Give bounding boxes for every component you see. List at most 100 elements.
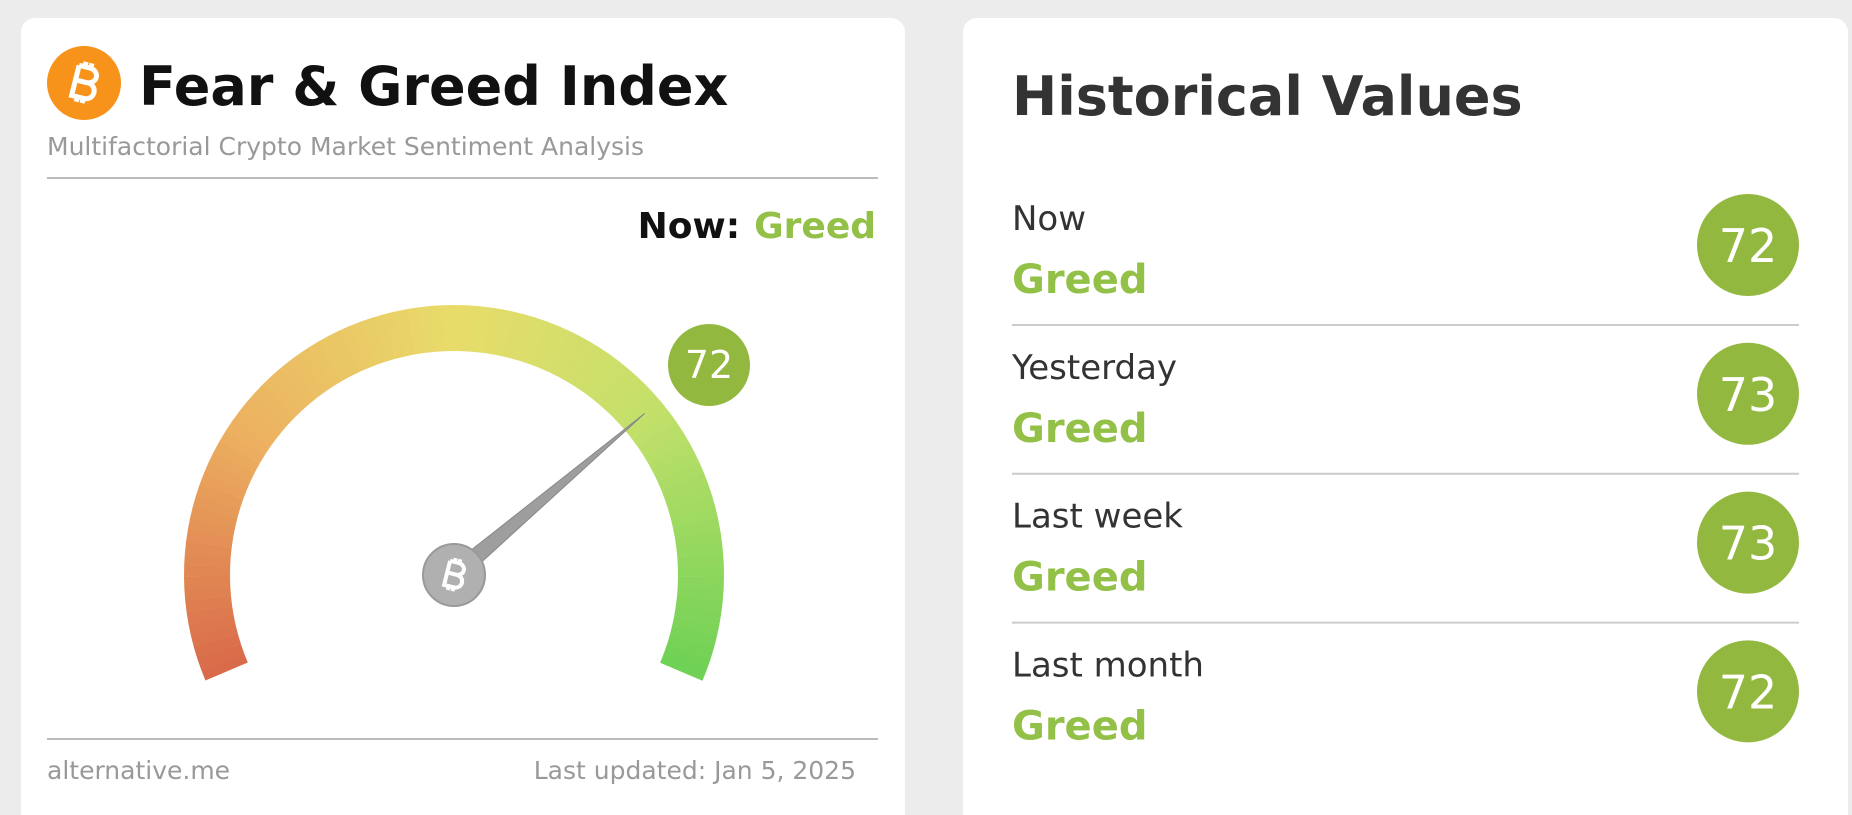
history-title: Historical Values — [1012, 65, 1523, 128]
gauge-band — [200, 653, 248, 681]
row-status: Greed — [1012, 555, 1147, 601]
gauge-band — [185, 595, 233, 613]
gauge-band — [184, 541, 232, 557]
gauge-band — [626, 402, 670, 440]
gauge-band — [664, 484, 713, 510]
now-label: Now: — [638, 206, 741, 247]
gauge-band — [186, 605, 234, 624]
gauge-band — [669, 625, 718, 648]
gauge-band — [657, 462, 705, 491]
row-status: Greed — [1012, 257, 1147, 303]
gauge-band — [372, 314, 396, 362]
gauge-band — [643, 430, 689, 465]
gauge-band — [270, 368, 310, 411]
gauge-band — [632, 411, 676, 448]
gauge-band — [208, 451, 255, 482]
row-label: Now — [1012, 199, 1086, 239]
gauge-band — [677, 553, 724, 567]
gauge-band — [661, 472, 709, 500]
gauge-band — [670, 506, 718, 529]
gauge-band — [361, 317, 387, 365]
gauge-band — [454, 305, 467, 352]
gauge-band — [298, 347, 334, 392]
gauge-band — [540, 325, 569, 373]
now-status: Greed — [754, 206, 876, 247]
gauge-band — [512, 314, 536, 362]
gauge-band — [566, 341, 600, 387]
gauge-band — [598, 368, 638, 411]
gauge-band — [184, 576, 231, 589]
gauge-band — [463, 305, 478, 352]
row-status: Greed — [1012, 406, 1147, 452]
gauge-band — [574, 347, 610, 392]
gauge-band — [502, 311, 525, 359]
gauge-band — [190, 625, 239, 648]
row-badge — [1697, 491, 1799, 594]
gauge-band — [612, 384, 654, 425]
row-label: Last week — [1012, 497, 1183, 537]
last-updated: Last updated: Jan 5, 2025 — [534, 756, 856, 785]
gauge-band — [187, 517, 236, 538]
gauge-band — [648, 441, 695, 473]
bitcoin-glyph — [68, 61, 99, 104]
value-badge — [668, 324, 750, 406]
gauge-band — [668, 495, 716, 519]
row-value: 72 — [1719, 665, 1778, 719]
gauge-band — [521, 317, 547, 365]
hub-glyph-path — [441, 557, 466, 592]
subtitle: Multifactorial Crypto Market Sentiment A… — [47, 132, 644, 161]
history-card — [963, 18, 1848, 815]
gauge-band — [677, 565, 724, 578]
gauge-band — [193, 634, 241, 659]
gauge-band — [672, 518, 721, 538]
gauge-band — [246, 393, 289, 432]
row-badge — [1697, 640, 1799, 743]
gauge-band — [225, 420, 271, 456]
gauge-band — [605, 376, 646, 418]
gauge-band — [663, 644, 711, 670]
gauge-band — [653, 451, 700, 482]
gauge-band — [667, 634, 715, 659]
gauge-band — [308, 341, 342, 387]
gauge-band — [674, 605, 722, 625]
gauge-band — [383, 311, 406, 359]
gauge-band — [493, 309, 513, 357]
gauge-band — [619, 393, 662, 432]
row-value: 73 — [1719, 517, 1778, 571]
gauge-band — [232, 411, 276, 448]
gauge-band — [442, 305, 455, 352]
row-status: Greed — [1012, 703, 1147, 749]
gauge-band — [676, 586, 724, 601]
gauge-band — [289, 354, 326, 398]
gauge-band — [530, 321, 558, 369]
gauge-band — [219, 430, 265, 464]
gauge-band — [199, 472, 247, 500]
row-label: Yesterday — [1011, 348, 1177, 388]
gauge-band — [196, 483, 244, 509]
gauge-band — [582, 354, 620, 398]
gauge-band — [660, 653, 707, 681]
gauge: 72 — [184, 305, 750, 681]
gauge-band — [239, 402, 282, 440]
gauge-band — [675, 596, 723, 613]
gauge-band — [262, 376, 303, 418]
gauge-band — [677, 576, 724, 589]
gauge-band — [204, 461, 251, 491]
row-value: 72 — [1719, 219, 1778, 273]
gauge-band — [418, 306, 435, 353]
row-badge — [1697, 194, 1799, 296]
gauge-band — [395, 309, 416, 357]
gauge-band — [254, 384, 296, 425]
gauge-band — [279, 361, 318, 404]
row-value: 73 — [1719, 368, 1778, 422]
source: alternative.me — [47, 756, 230, 785]
gauge-band — [672, 615, 720, 636]
gauge-band — [473, 306, 490, 353]
title: Fear & Greed Index — [139, 55, 729, 118]
gauge-band — [328, 330, 360, 377]
gauge-band — [350, 321, 378, 369]
gauge-band — [638, 421, 683, 456]
hub-glyph — [441, 557, 466, 592]
gauge-band — [213, 440, 260, 473]
